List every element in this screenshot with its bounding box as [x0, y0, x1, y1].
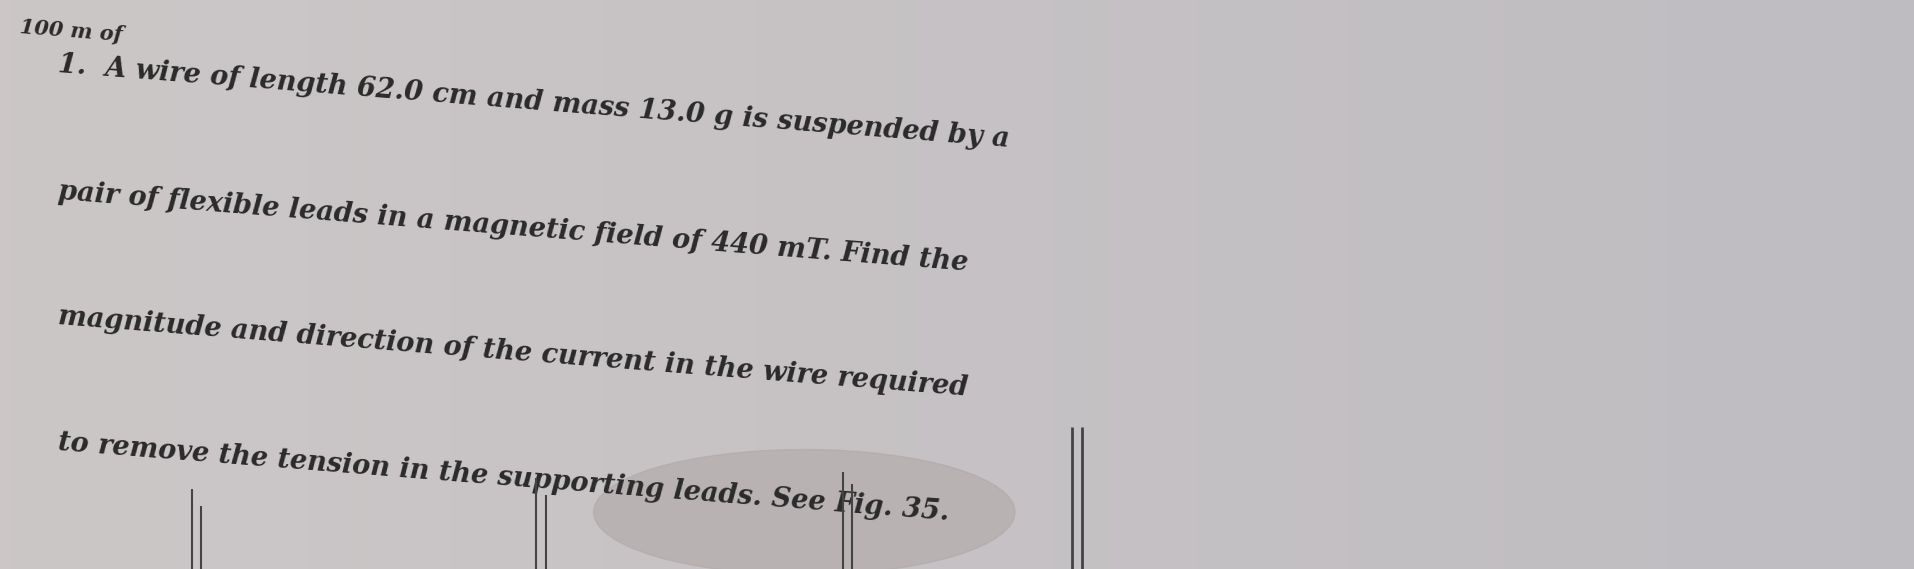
Text: 1.  A wire of length 62.0 cm and mass 13.0 g is suspended by a: 1. A wire of length 62.0 cm and mass 13.… — [57, 52, 1011, 153]
Ellipse shape — [593, 450, 1014, 569]
Text: pair of flexible leads in a magnetic field of 440 mT. Find the: pair of flexible leads in a magnetic fie… — [57, 178, 968, 277]
Text: magnitude and direction of the current in the wire required: magnitude and direction of the current i… — [57, 303, 968, 402]
Text: 100 m of: 100 m of — [19, 17, 122, 45]
Text: to remove the tension in the supporting leads. See Fig. 35.: to remove the tension in the supporting … — [57, 430, 951, 526]
